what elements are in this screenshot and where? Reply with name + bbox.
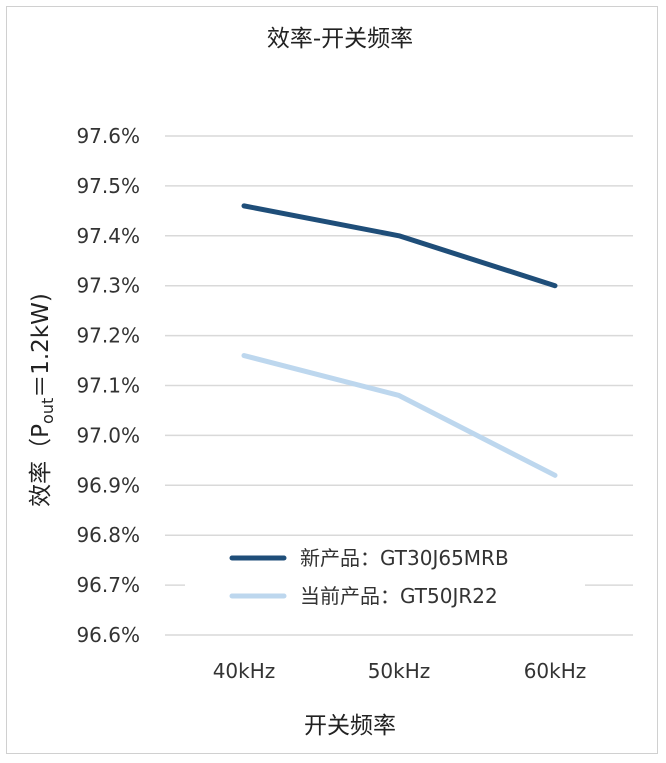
- y-tick-labels: 96.6% 96.7% 96.8% 96.9% 97.0% 97.1% 97.2% 97.3%…: [76, 124, 140, 647]
- legend-background: [185, 538, 585, 612]
- y-axis-label: 效率（Pout＝1.2kW): [28, 293, 57, 507]
- series-lines: [241, 203, 558, 478]
- y-axis-label-pre: 效率（P: [28, 424, 54, 507]
- x-tick-label: 60kHz: [524, 659, 587, 683]
- legend-label-2: 当前产品：GT50JR22: [300, 584, 498, 608]
- legend: 新产品：GT30J65MRB 当前产品：GT50JR22: [185, 538, 585, 612]
- y-axis-label-sub: out: [38, 398, 57, 424]
- y-tick-label: 96.7%: [76, 573, 140, 597]
- y-tick-label: 97.4%: [76, 224, 140, 248]
- x-tick-label: 50kHz: [368, 659, 431, 683]
- y-tick-label: 97.5%: [76, 174, 140, 198]
- y-axis-label-post: ＝1.2kW): [28, 293, 54, 398]
- y-tick-label: 97.6%: [76, 124, 140, 148]
- series-line-1: [241, 203, 558, 289]
- y-tick-label: 96.6%: [76, 623, 140, 647]
- y-tick-label: 97.2%: [76, 324, 140, 348]
- x-tick-label: 40kHz: [213, 659, 276, 683]
- y-tick-label: 97.1%: [76, 374, 140, 398]
- legend-label-1: 新产品：GT30J65MRB: [300, 546, 509, 570]
- x-tick-labels: 40kHz 50kHz 60kHz: [213, 659, 587, 683]
- chart-title: 效率-开关频率: [267, 26, 413, 52]
- y-tick-label: 96.9%: [76, 473, 140, 497]
- y-tick-label: 97.3%: [76, 274, 140, 298]
- y-tick-label: 97.0%: [76, 423, 140, 447]
- x-axis-label: 开关频率: [304, 713, 396, 739]
- y-tick-label: 96.8%: [76, 523, 140, 547]
- series-line-2: [241, 353, 558, 478]
